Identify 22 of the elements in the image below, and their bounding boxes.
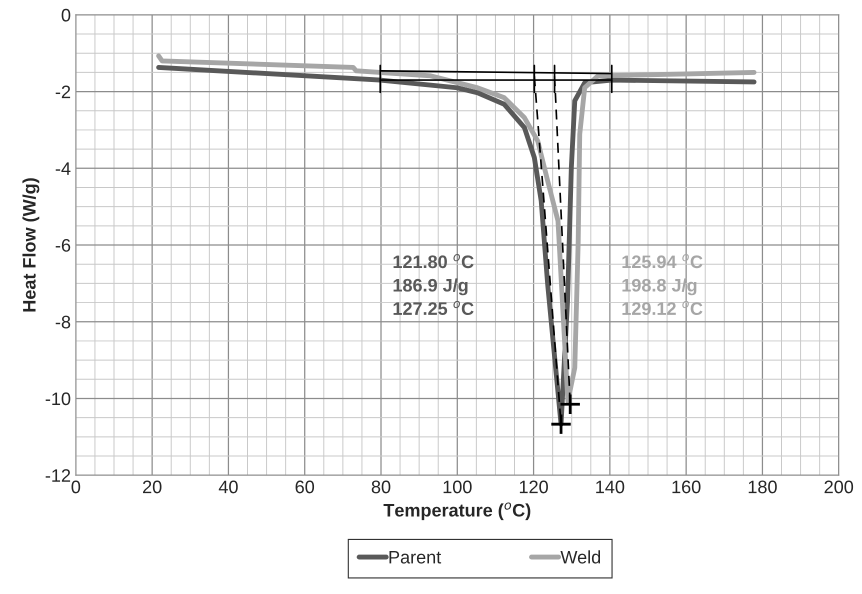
x-tick-label: 60 [296, 480, 314, 494]
y-tick-label: -10 [46, 392, 70, 406]
x-tick-label: 140 [596, 480, 624, 494]
y-tick-label: -4 [56, 162, 70, 175]
y-axis-title: Heat Flow (W/g) [22, 178, 40, 312]
x-tick-label: 180 [748, 480, 777, 494]
x-tick-label: 160 [672, 480, 701, 494]
y-tick-label: -12 [46, 469, 70, 482]
x-tick-label: 80 [372, 480, 390, 494]
x-tick-label: 40 [218, 480, 238, 494]
x-tick-label: 100 [444, 480, 472, 494]
y-tick-label: 0 [62, 8, 70, 22]
legend-label: Weld [560, 550, 600, 564]
x-tick-label: 0 [72, 480, 80, 494]
y-tick-label: -8 [56, 316, 70, 328]
x-tick-label: 200 [824, 480, 854, 494]
x-tick-label: 120 [520, 480, 548, 494]
x-tick-label: 20 [143, 480, 162, 494]
y-tick-label: -2 [56, 86, 70, 98]
y-tick-label: -6 [56, 238, 70, 252]
x-axis-title: Temperature ($^{o}$C) [384, 502, 530, 520]
legend-label: Parent [390, 550, 442, 564]
